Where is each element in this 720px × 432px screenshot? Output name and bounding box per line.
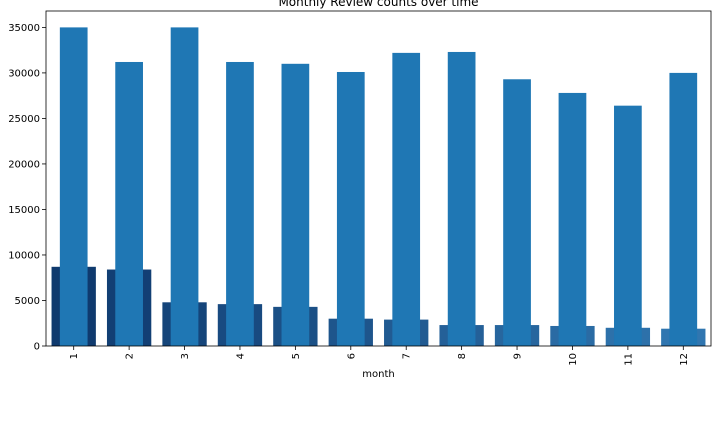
bar-primary-1	[59, 27, 88, 346]
y-tick-label: 0	[34, 342, 40, 353]
y-tick-label: 30000	[8, 68, 40, 79]
y-axis: 0 5000 10000 15000 20000 25000 30000 35000	[8, 23, 46, 353]
plot-area	[45, 10, 712, 347]
bar-primary-9	[503, 79, 531, 347]
y-tick-label: 25000	[8, 114, 40, 125]
x-tick-label: 1	[69, 353, 80, 359]
y-tick-label: 35000	[8, 23, 40, 34]
x-tick-label: 11	[623, 353, 634, 366]
bar-primary-8	[447, 51, 476, 347]
y-tick-label: 20000	[8, 159, 40, 170]
x-tick-label: 7	[402, 353, 413, 359]
bar-primary-12	[669, 72, 698, 347]
bar-primary-7	[392, 52, 421, 347]
bar-primary-6	[336, 71, 365, 347]
x-axis-title: month	[362, 369, 394, 380]
bar-primary-10	[558, 92, 587, 347]
x-tick-label: 4	[235, 353, 246, 359]
x-tick-label: 3	[180, 353, 191, 359]
chart-title: Monthly Review counts over time	[278, 0, 478, 9]
y-tick-label: 5000	[15, 296, 40, 307]
x-axis: 1 2 3 4 5 6 7 8 9 10 11 12	[69, 346, 690, 366]
x-tick-label: 12	[679, 353, 690, 366]
bar-primary-2	[115, 61, 143, 346]
x-tick-label: 9	[513, 353, 524, 359]
y-tick-label: 10000	[8, 250, 40, 261]
bar-primary-11	[614, 105, 642, 346]
x-tick-label: 6	[346, 353, 357, 359]
bar-primary-4	[226, 61, 254, 346]
bar-primary-3	[170, 27, 199, 346]
y-tick-label: 15000	[8, 205, 40, 216]
bar-primary-5	[281, 63, 310, 347]
plot-frame	[45, 10, 712, 347]
x-tick-label: 8	[457, 353, 468, 359]
x-tick-label: 10	[568, 353, 579, 366]
x-tick-label: 2	[125, 353, 136, 359]
x-tick-label: 5	[291, 353, 302, 359]
